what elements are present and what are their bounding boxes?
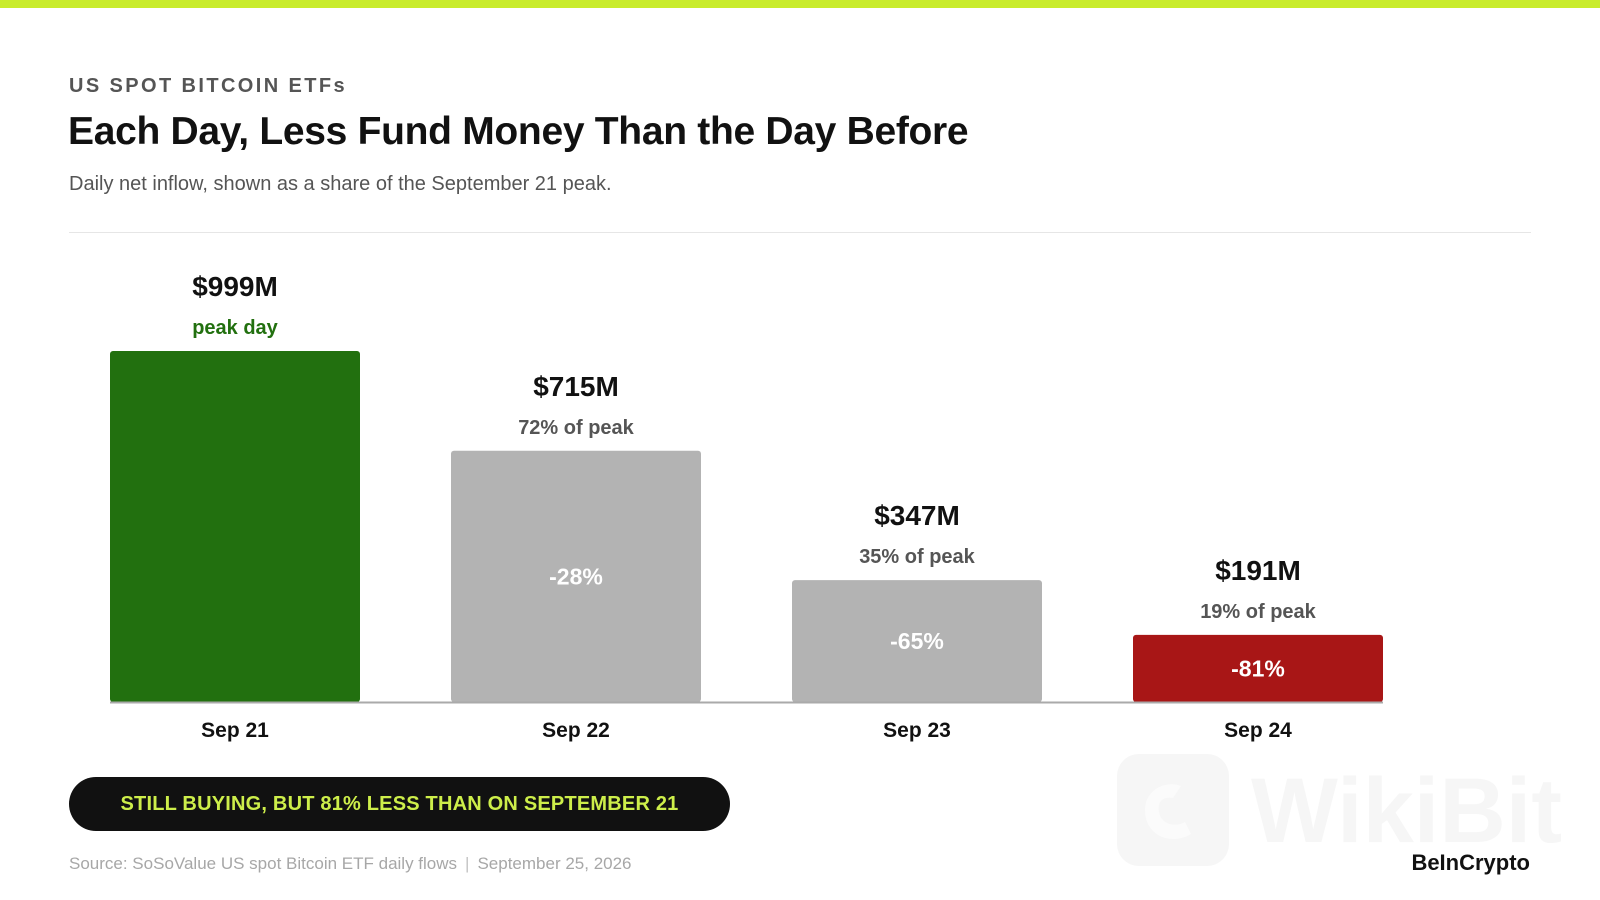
header-divider bbox=[69, 232, 1531, 233]
change-label-2: -65% bbox=[890, 628, 944, 654]
bar-1 bbox=[451, 450, 701, 702]
source-date: September 25, 2026 bbox=[477, 854, 632, 873]
source-line: Source: SoSoValue US spot Bitcoin ETF da… bbox=[69, 854, 632, 874]
share-label-2: 35% of peak bbox=[859, 546, 975, 568]
x-tick-label-1: Sep 22 bbox=[542, 719, 610, 742]
bar-3 bbox=[1133, 634, 1383, 702]
chart-title: Each Day, Less Fund Money Than the Day B… bbox=[68, 110, 969, 153]
source-separator: | bbox=[465, 854, 470, 873]
watermark-logo: WikiBit bbox=[1117, 754, 1562, 866]
x-tick-label-2: Sep 23 bbox=[883, 719, 951, 742]
change-label-1: -28% bbox=[549, 563, 603, 589]
bar-0 bbox=[110, 351, 360, 702]
source-text: Source: SoSoValue US spot Bitcoin ETF da… bbox=[69, 854, 458, 873]
share-label-0: peak day bbox=[192, 317, 278, 339]
x-tick-label-0: Sep 21 bbox=[201, 719, 269, 742]
chart-kicker: US SPOT BITCOIN ETFs bbox=[69, 75, 348, 97]
value-label-1: $715M bbox=[533, 371, 619, 402]
share-label-3: 19% of peak bbox=[1200, 601, 1316, 623]
share-label-1: 72% of peak bbox=[518, 417, 634, 439]
x-tick-label-3: Sep 24 bbox=[1224, 719, 1292, 742]
value-label-3: $191M bbox=[1215, 555, 1301, 586]
value-label-2: $347M bbox=[874, 500, 960, 531]
callout-text: STILL BUYING, BUT 81% LESS THAN ON SEPTE… bbox=[120, 792, 679, 815]
top-accent-bar bbox=[0, 0, 1600, 8]
bar-2 bbox=[792, 580, 1042, 702]
change-label-3: -81% bbox=[1231, 655, 1285, 681]
value-label-0: $999M bbox=[192, 271, 278, 302]
brand-logo: BeInCrypto bbox=[1411, 850, 1530, 875]
svg-text:WikiBit: WikiBit bbox=[1251, 760, 1562, 862]
callout-banner: STILL BUYING, BUT 81% LESS THAN ON SEPTE… bbox=[69, 777, 730, 831]
chart-subtitle: Daily net inflow, shown as a share of th… bbox=[69, 173, 612, 195]
